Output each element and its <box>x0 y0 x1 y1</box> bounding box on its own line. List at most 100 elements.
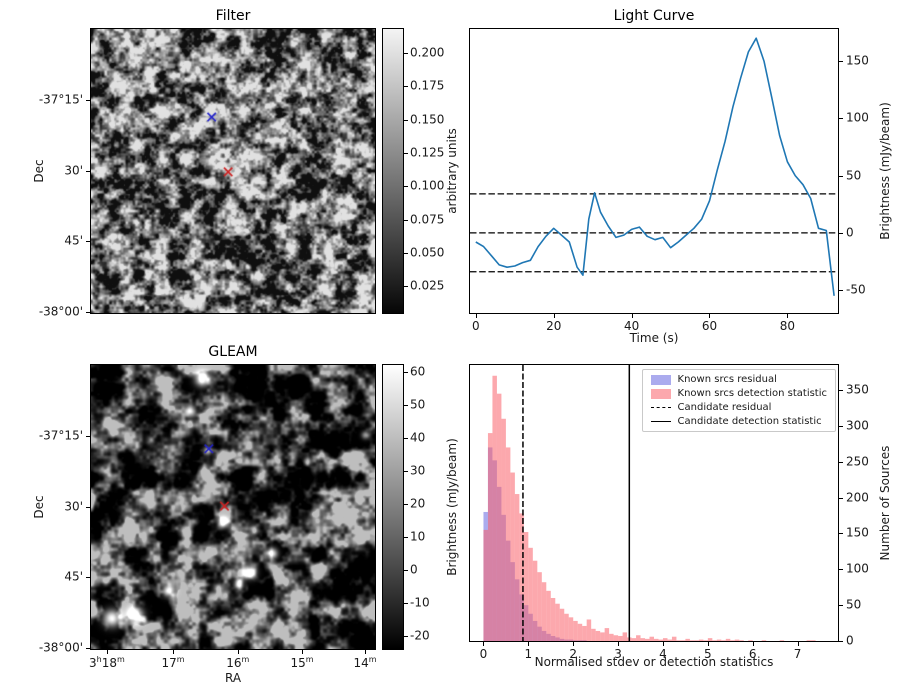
ra-tick-text: 3 <box>88 656 97 670</box>
tick-mark <box>528 642 530 646</box>
hist-bar <box>550 597 556 641</box>
tick-mark <box>86 171 90 172</box>
y-tick-label: 300 <box>846 418 869 433</box>
hist-bar <box>501 418 506 641</box>
filter-dec-axis-label: Dec <box>32 159 46 183</box>
tick-mark <box>839 497 843 499</box>
colorbar-tick-label: 60 <box>410 364 426 378</box>
x-tick-label: 2 <box>569 647 578 661</box>
y-tick-label: 100 <box>846 561 869 576</box>
hist-bar <box>487 433 493 641</box>
x-tick-label: 3 <box>614 647 622 661</box>
hist-bar <box>528 547 533 641</box>
colorbar-tick-label: 0 <box>410 562 418 577</box>
lightcurve-title: Light Curve <box>613 8 695 24</box>
tick-mark <box>404 119 408 121</box>
ra-tick-sup: m <box>368 655 377 664</box>
ra-tick-sup: m <box>305 655 314 664</box>
colorbar-tick-label: 10 <box>410 529 426 544</box>
tick-mark <box>404 53 408 54</box>
hist-bar <box>609 633 614 641</box>
hist-bar <box>618 635 623 641</box>
hist-bar <box>568 617 574 641</box>
dec-tick-label: 45' <box>64 233 83 248</box>
tick-mark <box>573 642 575 646</box>
tick-mark <box>839 461 843 463</box>
dec-tick-label: -37°15' <box>38 92 83 107</box>
hist-bar <box>662 638 668 641</box>
hist-bar <box>514 494 520 641</box>
ra-tick-text: 16 <box>226 656 242 670</box>
hist-bar <box>510 472 515 641</box>
hist-bar <box>613 635 619 641</box>
hist-bar <box>689 640 695 641</box>
legend-item: Known srcs detection statistic <box>650 388 827 399</box>
hist-bar <box>671 636 677 641</box>
tick-mark <box>404 253 408 254</box>
tick-mark <box>752 642 754 646</box>
tick-mark <box>839 641 843 642</box>
dec-tick-label: 30' <box>64 163 83 178</box>
hist-bar <box>586 619 592 641</box>
x-tick-label: 60 <box>701 319 718 333</box>
tick-mark <box>302 650 303 654</box>
hist-bar <box>591 628 596 641</box>
tick-mark <box>404 371 408 373</box>
y-tick-label: 0 <box>846 225 854 240</box>
hist-bar <box>483 529 488 641</box>
legend-swatch-candidate-residual <box>650 407 671 408</box>
legend-swatch-known-residual <box>650 374 671 385</box>
tick-mark <box>365 650 367 654</box>
tick-mark <box>475 314 477 318</box>
hist-bar <box>721 640 726 641</box>
y-tick-label: 150 <box>846 53 869 68</box>
x-tick-label: 5 <box>704 647 712 661</box>
hist-bar <box>649 636 654 641</box>
hist-bar <box>582 625 587 641</box>
colorbar-tick-label: 0.125 <box>410 145 445 160</box>
hist-bar <box>725 638 731 641</box>
gleam-colorbar-label: Brightness (mJy/beam) <box>445 438 459 576</box>
colorbar-tick-label: 0.175 <box>410 78 445 93</box>
hist-bar <box>559 608 565 641</box>
hist-bar <box>519 513 524 641</box>
tick-mark <box>404 470 408 472</box>
tick-mark <box>839 390 843 392</box>
filter-colorbar-label: arbitrary units <box>445 128 459 214</box>
tick-mark <box>787 314 789 318</box>
ra-tick-text: 14 <box>353 656 369 670</box>
tick-mark <box>709 314 711 318</box>
hist-bar <box>654 638 659 641</box>
tick-mark <box>839 605 843 607</box>
ra-tick-sup: m <box>116 655 125 664</box>
x-tick-label: 6 <box>748 647 757 661</box>
hist-bar <box>604 628 610 641</box>
colorbar-tick-label: -20 <box>410 628 430 643</box>
hist-bar <box>523 532 529 641</box>
hist-bar <box>595 630 601 641</box>
hist-bar <box>564 613 569 641</box>
tick-mark <box>86 311 90 313</box>
tick-mark <box>839 290 843 292</box>
hist-bar <box>761 640 767 641</box>
colorbar-tick-label: 0.150 <box>410 112 445 127</box>
tick-mark <box>839 118 843 120</box>
hist-bar <box>712 640 717 641</box>
ra-tick-sup: h <box>96 655 102 664</box>
dec-tick-label: -38°00' <box>38 303 83 318</box>
ra-tick-sup: m <box>241 655 250 664</box>
tick-mark <box>404 219 408 221</box>
y-tick-label: 250 <box>846 454 869 469</box>
colorbar-tick-label: 0.075 <box>410 212 445 227</box>
colorbar-tick-label: -10 <box>410 595 430 610</box>
hist-bar <box>739 640 744 641</box>
hist-bar <box>707 638 713 641</box>
colorbar-tick-label: 0.200 <box>410 45 445 60</box>
filter-image <box>91 29 375 313</box>
colorbar-tick-label: 40 <box>410 430 426 445</box>
hist-bar <box>811 640 816 641</box>
y-tick-label: 50 <box>846 597 862 612</box>
hist-bar <box>541 582 547 641</box>
ra-tick-label: 15m <box>290 655 314 670</box>
hist-bar <box>676 640 681 641</box>
